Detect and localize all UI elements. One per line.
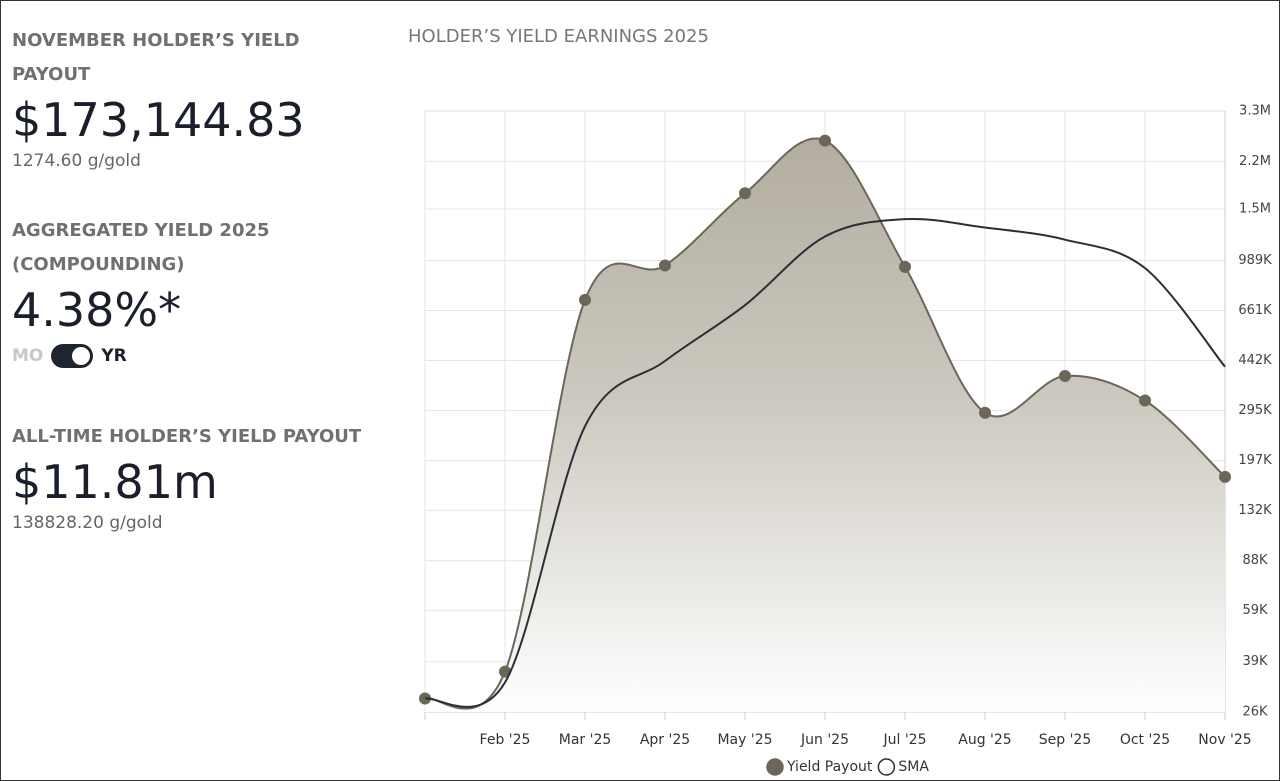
period-toggle[interactable]: MO YR [12, 344, 382, 368]
y-tick-label: 59K [1242, 603, 1268, 618]
summary-panel: NOVEMBER HOLDER’S YIELD PAYOUT $173,144.… [12, 24, 382, 576]
y-tick-label: 39K [1242, 654, 1268, 669]
line [424, 217, 1226, 708]
area [425, 138, 1225, 712]
y-tick-label: 2.2M [1239, 154, 1271, 169]
y-tick-label: 3.3M [1239, 104, 1271, 119]
point [899, 260, 911, 273]
x-tick-label: Oct '25 [1120, 732, 1170, 748]
alltime-block: ALL-TIME HOLDER’S YIELD PAYOUT $11.81m 1… [12, 420, 382, 536]
alltime-sub: 138828.20 g/gold [12, 513, 163, 533]
x-tick-label: May '25 [717, 732, 772, 748]
point [739, 187, 751, 200]
toggle-left[interactable]: MO [12, 346, 44, 366]
point [659, 259, 671, 272]
x-tick-label: Jul '25 [882, 732, 926, 748]
alltime-title: ALL-TIME HOLDER’S YIELD PAYOUT [12, 426, 362, 447]
x-tick-label: Feb '25 [480, 732, 531, 748]
x-tick-label: Jun '25 [800, 732, 849, 748]
toggle-switch[interactable] [51, 344, 94, 368]
chart-title: HOLDER’S YIELD EARNINGS 2025 [408, 26, 709, 47]
y-tick-label: 1.5M [1239, 201, 1271, 216]
point [819, 134, 831, 147]
x-tick-label: Apr '25 [640, 732, 690, 748]
monthly-value: $173,144.83 [12, 93, 305, 147]
y-tick-label: 661K [1238, 303, 1272, 318]
y-tick-label: 295K [1238, 403, 1272, 418]
y-tick-label: 88K [1242, 553, 1268, 568]
y-tick-label: 197K [1238, 453, 1272, 468]
monthly-sub: 1274.60 g/gold [12, 151, 141, 171]
legend-marker [877, 758, 896, 776]
x-tick-label: Aug '25 [958, 732, 1011, 748]
y-tick-label: 132K [1238, 503, 1272, 518]
aggregated-title: AGGREGATED YIELD 2025 (COMPOUNDING) [12, 220, 270, 275]
y-tick-label: 989K [1238, 253, 1272, 268]
point [579, 293, 591, 306]
x-tick-label: Mar '25 [559, 732, 612, 748]
legend-label: Yield Payout [786, 759, 873, 775]
monthly-title: NOVEMBER HOLDER’S YIELD PAYOUT [12, 30, 300, 85]
point [1059, 369, 1071, 382]
point [1219, 470, 1231, 483]
monthly-block: NOVEMBER HOLDER’S YIELD PAYOUT $173,144.… [12, 24, 382, 174]
legend-label: SMA [898, 759, 929, 775]
y-tick-label: 442K [1238, 353, 1272, 368]
aggregated-value: 4.38%* [12, 283, 182, 337]
aggregated-block: AGGREGATED YIELD 2025 (COMPOUNDING) 4.38… [12, 214, 382, 368]
point [1139, 394, 1151, 407]
toggle-right[interactable]: YR [101, 346, 127, 366]
x-tick-label: Sep '25 [1039, 732, 1092, 748]
alltime-value: $11.81m [12, 455, 218, 509]
x-tick-label: Nov '25 [1198, 732, 1251, 748]
point [979, 406, 991, 419]
y-tick-label: 26K [1242, 705, 1268, 720]
legend-marker [766, 758, 784, 776]
